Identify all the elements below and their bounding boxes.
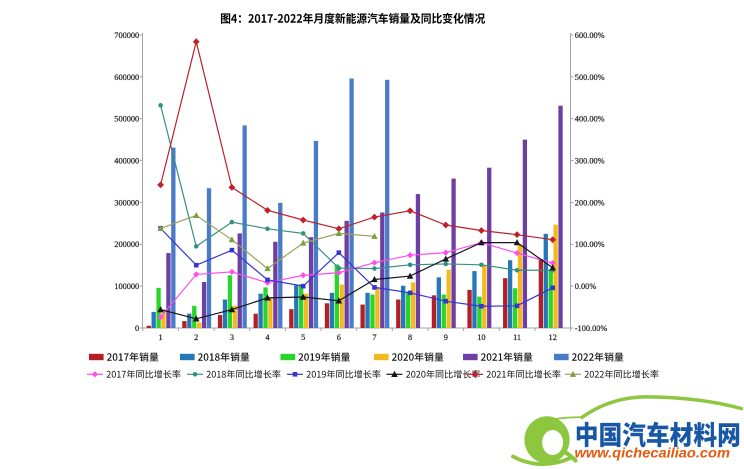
svg-text:9: 9 bbox=[444, 333, 448, 342]
svg-text:11: 11 bbox=[513, 333, 521, 342]
svg-text:300.00%: 300.00% bbox=[575, 157, 605, 166]
svg-text:5: 5 bbox=[301, 333, 305, 342]
svg-text:4: 4 bbox=[265, 333, 270, 342]
svg-text:1: 1 bbox=[159, 333, 163, 342]
svg-text:100.00%: 100.00% bbox=[575, 240, 605, 249]
svg-text:400.00%: 400.00% bbox=[575, 115, 605, 124]
svg-text:-100.00%: -100.00% bbox=[575, 324, 608, 333]
svg-text:500.00%: 500.00% bbox=[575, 73, 605, 82]
svg-text:2: 2 bbox=[194, 333, 198, 342]
svg-text:500000: 500000 bbox=[114, 115, 139, 124]
svg-text:12: 12 bbox=[549, 333, 557, 342]
svg-text:700000: 700000 bbox=[114, 31, 139, 40]
svg-text:200000: 200000 bbox=[114, 240, 139, 249]
svg-text:10: 10 bbox=[477, 333, 485, 342]
svg-text:400000: 400000 bbox=[114, 157, 139, 166]
svg-text:7: 7 bbox=[372, 333, 376, 342]
svg-text:600000: 600000 bbox=[114, 73, 139, 82]
svg-text:300000: 300000 bbox=[114, 198, 139, 207]
svg-text:100000: 100000 bbox=[114, 282, 139, 291]
svg-text:6: 6 bbox=[337, 333, 341, 342]
svg-text:www.qichecailiao.com: www.qichecailiao.com bbox=[575, 445, 731, 460]
svg-text:8: 8 bbox=[408, 333, 412, 342]
svg-text:0: 0 bbox=[135, 324, 139, 333]
svg-text:0.00%: 0.00% bbox=[575, 282, 597, 291]
svg-text:3: 3 bbox=[230, 333, 234, 342]
svg-text:200.00%: 200.00% bbox=[575, 198, 605, 207]
svg-text:600.00%: 600.00% bbox=[575, 31, 605, 40]
